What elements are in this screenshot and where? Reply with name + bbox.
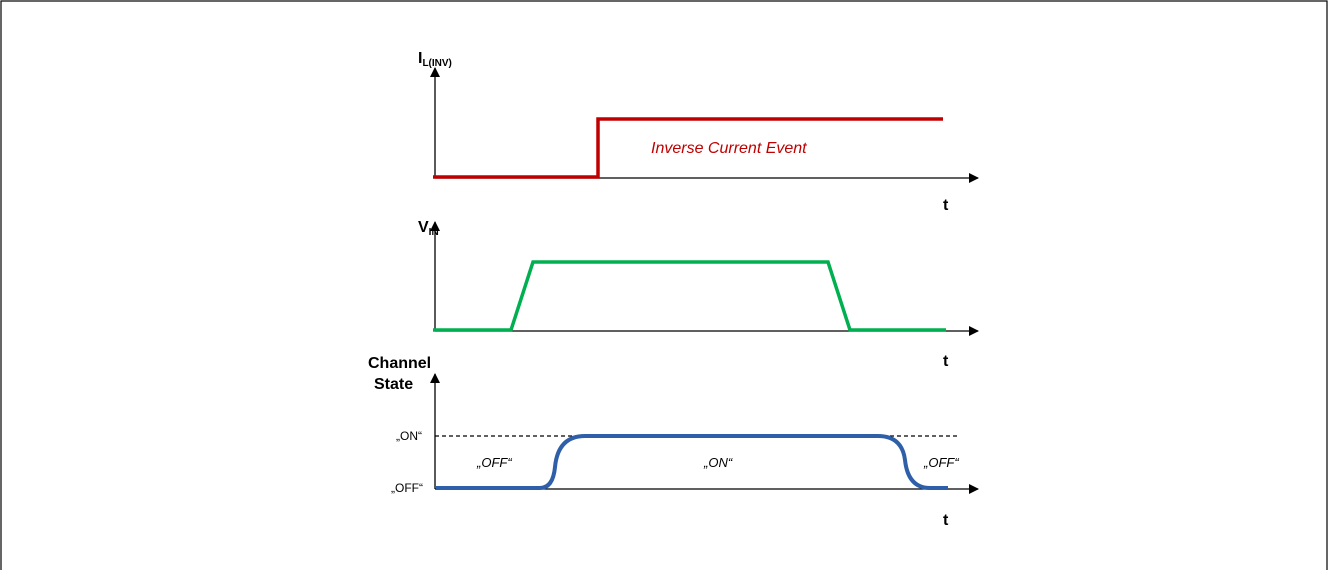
current-y-label: IL(INV) bbox=[418, 50, 452, 69]
state-y-label-line1: Channel bbox=[368, 355, 431, 372]
vin-y-label: VIN bbox=[418, 219, 439, 238]
panel-inverse-current: IL(INV) t Inverse Current Event bbox=[418, 50, 979, 214]
off-level-label: „OFF“ bbox=[391, 481, 423, 495]
channel-state-trace bbox=[436, 434, 948, 490]
panel-vin: VIN t bbox=[418, 219, 979, 370]
vin-x-label: t bbox=[943, 353, 949, 370]
panel-channel-state: Channel State „ON“ „OFF“ t „OFF“ „ON“ „O… bbox=[368, 355, 979, 529]
inverse-current-trace bbox=[433, 117, 943, 179]
current-x-label: t bbox=[943, 197, 949, 214]
region-label-on: „ON“ bbox=[703, 455, 733, 470]
state-x-label: t bbox=[943, 512, 949, 529]
region-label-off-left: „OFF“ bbox=[476, 455, 512, 470]
state-y-label-line2: State bbox=[374, 376, 413, 393]
inverse-current-annotation: Inverse Current Event bbox=[651, 140, 807, 157]
on-level-label: „ON“ bbox=[396, 429, 422, 443]
region-label-off-right: „OFF“ bbox=[923, 455, 959, 470]
vin-trace bbox=[433, 260, 946, 332]
